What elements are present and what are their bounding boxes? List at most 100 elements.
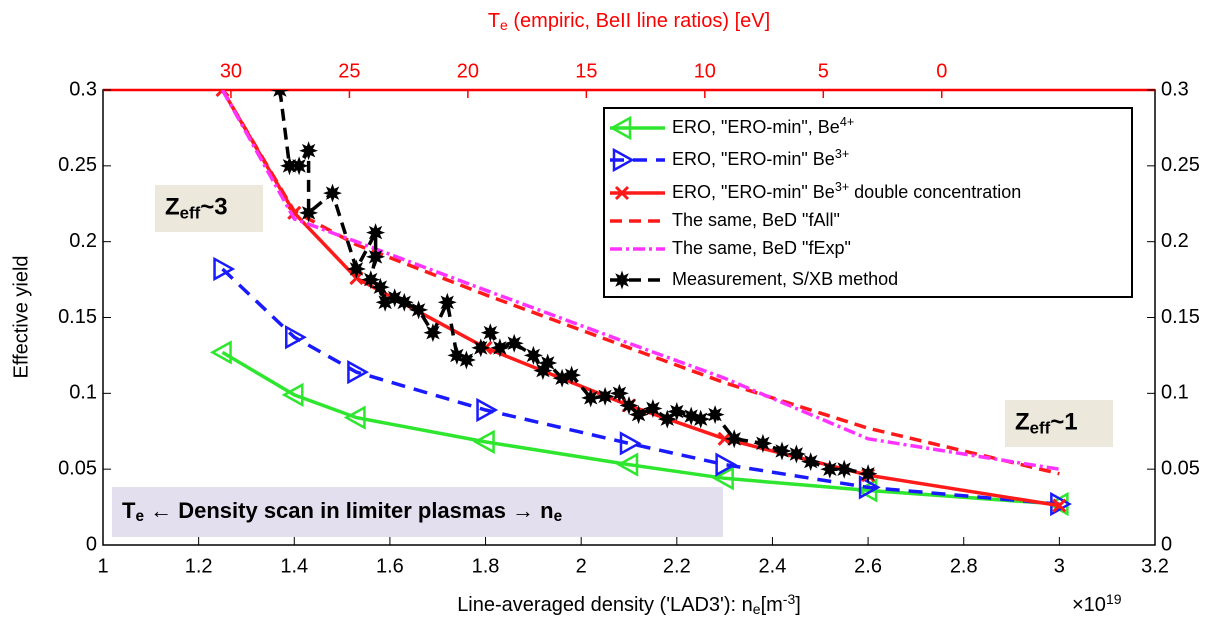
x2-axis-label: Te (empiric, BeII line ratios) [eV] [488,10,770,33]
marker [323,183,342,203]
marker [270,90,290,100]
x-multiplier: ×1019 [1072,591,1122,616]
marker [394,292,414,312]
text-part: ERO, "ERO-min" Be [672,182,835,202]
x2-tick-label: 10 [694,60,716,82]
x-tick-label: 3 [1054,555,1065,577]
annotation-text: Zeff~1 [1015,409,1078,437]
x-tick-label: 1 [97,555,108,577]
marker [361,270,381,290]
marker [612,147,635,173]
marker [285,325,307,350]
y-tick-label: 0.25 [58,154,97,176]
text-part: ← Density scan in limiter plasmas → n [144,498,554,523]
marker [786,444,806,464]
x2-tick-label: 0 [936,60,947,82]
series-line [220,90,1060,471]
marker [471,338,491,358]
x2-tick-label: 5 [818,60,829,82]
marker [581,388,601,408]
text-part: ERO, "ERO-min" Be [672,149,835,169]
marker [614,185,630,201]
text-part: Measurement, S/XB method [672,269,898,289]
marker [595,386,615,406]
marker [691,409,711,429]
annotation-text: Te ← Density scan in limiter plasmas → n… [122,498,563,525]
x-tick-label: 2.8 [950,555,978,577]
marker [1052,498,1067,513]
text-part: (empiric, BeII line ratios) [eV] [508,10,770,32]
y-tick-label: 0.15 [58,306,97,328]
text-part: e [554,508,563,525]
y-tick-label-right: 0 [1161,533,1172,555]
marker [717,431,732,446]
y-tick-label: 0.3 [69,78,97,100]
text-part: 3+ [835,180,849,194]
text-part: e [753,601,761,617]
text-part: double concentration [849,182,1021,202]
marker [472,429,495,454]
text-part: T [488,10,500,32]
marker [490,338,510,358]
plot-series [209,90,1072,517]
marker [456,350,476,370]
marker [476,397,499,423]
x-tick-label: 1.4 [280,555,308,577]
legend: ERO, "ERO-min", Be4+ERO, "ERO-min" Be3+E… [603,107,1133,298]
series-line [221,267,1060,506]
marker [772,441,792,461]
marker [480,323,500,343]
y-tick-label-right: 0.2 [1161,230,1189,252]
marker [667,401,687,422]
marker [705,405,725,425]
marker [347,359,370,385]
marker [753,433,773,453]
marker [820,459,840,479]
x2-tick-label: 20 [457,60,479,82]
marker [855,478,878,503]
marker [423,323,443,343]
marker [523,345,543,365]
marker [834,459,854,479]
x-tick-label: 1.2 [185,555,213,577]
marker [437,292,457,312]
legend-label: ERO, "ERO-min" Be3+ double concentration [672,180,1021,202]
marker [370,277,390,297]
legend-box [603,107,1133,298]
marker [346,259,366,279]
text-part: T [122,498,136,523]
x-tick-label: 1.6 [376,555,404,577]
text-part: e [500,17,508,33]
series-line [221,350,1060,506]
marker [538,353,558,373]
x-tick-label: 2.2 [663,555,691,577]
text-part: Z [1015,409,1030,436]
marker [504,333,524,353]
marker [858,475,881,500]
x-axis-label: Line-averaged density ('LAD3'): ne[m-3] [457,591,801,617]
marker [213,256,236,282]
text-part: Z [165,194,180,221]
text-part: 4+ [840,115,854,129]
x2-tick-label: 15 [575,60,597,82]
y-tick-label-right: 0.05 [1161,457,1200,479]
x-tick-label: 2 [576,555,587,577]
x2-tick-label: 30 [220,60,242,82]
x-tick-label: 3.2 [1141,555,1169,577]
marker [712,466,734,491]
annotation-box [112,487,723,537]
marker [657,409,677,429]
x-tick-label: 2.6 [854,555,882,577]
marker [609,383,629,403]
legend-label: ERO, "ERO-min" Be3+ [672,147,849,169]
text-part: 3+ [835,147,849,161]
legend-label: The same, BeD "fAll" [672,210,840,230]
marker [366,223,386,243]
annotation-box [155,185,263,232]
y-tick-label-right: 0.1 [1161,382,1189,404]
marker [299,203,319,223]
text-part: The same, BeD "fAll" [672,210,840,230]
text-part: Line-averaged density ('LAD3'): n [457,594,753,616]
marker [609,115,632,141]
y-axis-label: Effective yield [10,255,32,378]
